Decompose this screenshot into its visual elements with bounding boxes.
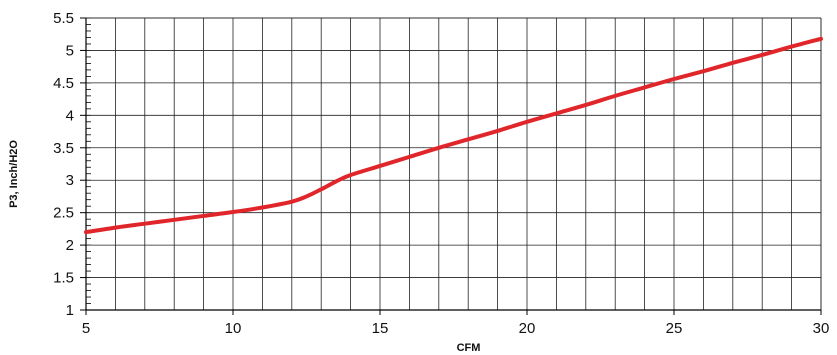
x-tick-label: 5 xyxy=(82,320,90,337)
axes xyxy=(85,17,822,311)
x-tick-label: 15 xyxy=(372,320,389,337)
minor-gridlines xyxy=(86,17,91,311)
y-tick-label: 5 xyxy=(66,42,74,59)
x-tick-label: 30 xyxy=(813,320,830,337)
x-tick-label: 25 xyxy=(666,320,683,337)
major-gridlines xyxy=(85,17,822,311)
x-tick-label: 20 xyxy=(519,320,536,337)
y-tick-label: 4 xyxy=(66,107,74,124)
series-group xyxy=(84,36,823,235)
series-line xyxy=(84,36,823,235)
y-tick-label: 2 xyxy=(66,237,74,254)
y-tick-label: 1.5 xyxy=(53,270,74,287)
x-tick-label: 10 xyxy=(225,320,242,337)
y-tick-label: 1 xyxy=(66,302,74,319)
x-axis-title: CFM xyxy=(457,342,481,354)
y-tick-label: 4.5 xyxy=(53,75,74,92)
y-axis-ticks: 1 1.5 2 2.5 3 3.5 4 4.5 5 5.5 xyxy=(53,10,86,319)
y-tick-label: 2.5 xyxy=(53,205,74,222)
y-tick-label: 5.5 xyxy=(53,10,74,27)
x-axis-ticks: 5 10 15 20 25 30 xyxy=(82,310,830,337)
y-tick-label: 3 xyxy=(66,172,74,189)
y-tick-label: 3.5 xyxy=(53,140,74,157)
y-axis-title: P3, Inch/H2O xyxy=(8,140,20,208)
